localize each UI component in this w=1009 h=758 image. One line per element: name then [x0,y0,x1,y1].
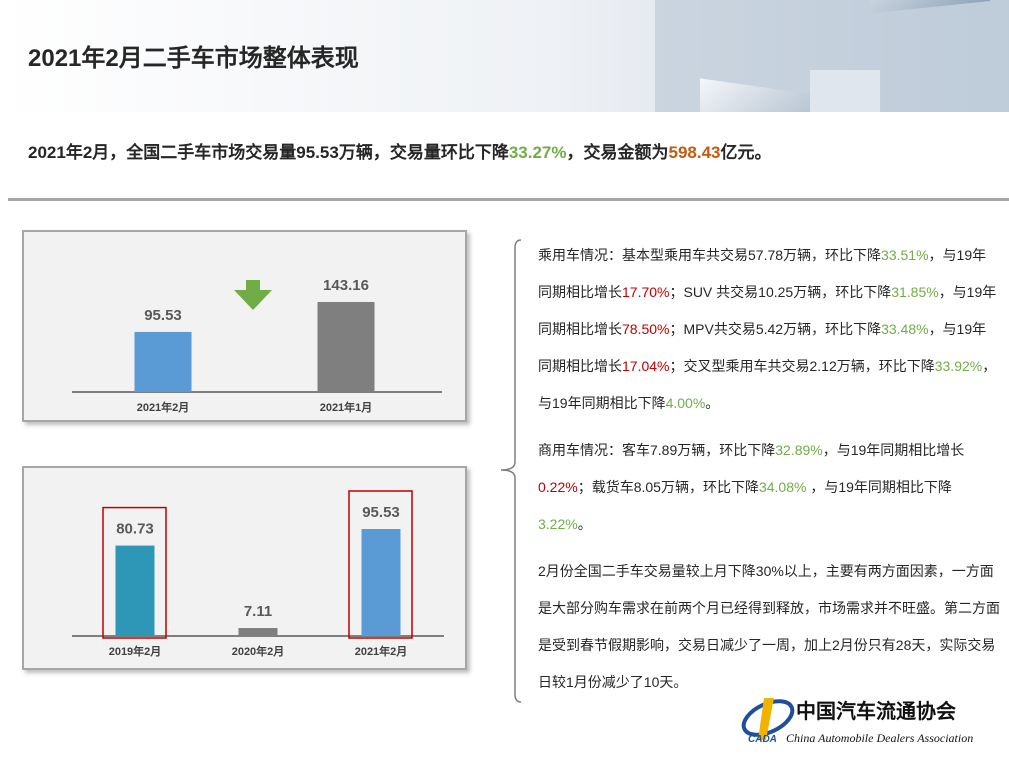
value-label: 143.16 [323,277,369,294]
down-arrow [234,280,272,310]
summary-text: 2021年2月，全国二手车市场交易量95.53万辆，交易量环比下降 [28,143,509,162]
bar [238,628,278,636]
notes: 乘用车情况：基本型乘用车共交易57.78万辆，环比下降33.51%，与19年同期… [538,237,1000,711]
x-tick-label: 2021年1月 [320,400,373,414]
note-text: ；SUV 共交易10.25万辆，环比下降 [669,284,892,300]
note-text: ，与19年同期相比增长 [538,284,997,337]
logo-name: 中国汽车流通协会 [796,699,956,723]
note-text: ；MPV共交易5.42万辆，环比下降 [669,321,882,337]
chart: 95.53 2021年2月 143.16 2021年1月 [72,277,442,414]
logo: CADA 中国汽车流通协会 China Automobile Dealers A… [741,698,973,745]
x-tick-label: 2021年2月 [137,400,190,414]
note-text: ；交叉型乘用车共交易2.12万辆，环比下降 [669,358,935,374]
note-text: ，与19年同期相比增长 [538,247,987,300]
bar [134,331,192,392]
note-text: ，与19年同期相比增长 [538,321,987,374]
logo-english: China Automobile Dealers Association [786,731,973,745]
note-text: 0.22% [538,479,578,495]
note-text: 17.04% [622,358,670,374]
x-tick-label: 2021年2月 [355,644,408,658]
value-label: 7.11 [244,603,272,620]
note-text: 。 [577,516,592,532]
logo-abbr: CADA [748,734,777,745]
bar [115,545,155,636]
note-text: ，与19年同期相比增长 [822,442,965,458]
value-label: 95.53 [144,307,182,324]
note-text: 商用车情况：客车7.89万辆，环比下降 [538,442,776,458]
note-text: 。 [705,395,720,411]
highlight-box [348,490,413,639]
note-text: ，与19年同期相比下降 [538,358,997,411]
bracket [500,239,522,703]
summary-text: 33.27% [508,143,567,162]
chart: 80.73 2019年2月 7.11 2020年2月 95.53 2021年2月 [72,490,444,658]
note-text: 17.70% [622,284,670,300]
note-text: 33.92% [934,358,983,374]
x-tick-label: 2019年2月 [109,644,162,658]
bar [317,302,375,392]
summary: 2021年2月，全国二手车市场交易量95.53万辆，交易量环比下降33.27%，… [28,138,772,163]
note-text: 2月份全国二手车交易量较上月下降30%以上，主要有两方面因素，一方面是大部分购车… [538,563,1000,690]
note-paragraph: 2月份全国二手车交易量较上月下降30%以上，主要有两方面因素，一方面是大部分购车… [538,553,1000,701]
summary-text: ，交易金额为 [566,143,669,162]
divider [8,198,1009,201]
highlight-box [102,506,167,639]
chart-panel: 95.53 2021年2月 143.16 2021年1月 [22,230,467,422]
value-label: 95.53 [362,504,400,521]
note-text: 78.50% [622,321,670,337]
summary-text: 598.43 [668,143,721,162]
note-text: 31.85% [891,284,939,300]
note-text: 4.00% [665,395,706,411]
bar [361,529,401,636]
chart-panel: 80.73 2019年2月 7.11 2020年2月 95.53 2021年2月 [22,466,467,670]
slide-title: 2021年2月二手车市场整体表现 [28,45,359,72]
note-text: 33.48% [881,321,929,337]
note-text: 乘用车情况：基本型乘用车共交易57.78万辆，环比下降 [538,247,882,263]
note-text: 32.89% [775,442,823,458]
note-text: 3.22% [538,516,578,532]
summary-text: 亿元。 [720,143,772,162]
note-text: 34.08% [758,479,807,495]
value-label: 80.73 [116,521,154,538]
x-tick-label: 2020年2月 [232,644,285,658]
note-text: 33.51% [881,247,929,263]
note-paragraph: 乘用车情况：基本型乘用车共交易57.78万辆，环比下降33.51%，与19年同期… [538,237,1000,422]
note-text: ，与19年同期相比下降 [806,479,952,495]
note-text: ；载货车8.05万辆，环比下降 [577,479,759,495]
note-paragraph: 商用车情况：客车7.89万辆，环比下降32.89%，与19年同期相比增长 0.22… [538,432,1000,543]
header-band [0,0,1009,112]
